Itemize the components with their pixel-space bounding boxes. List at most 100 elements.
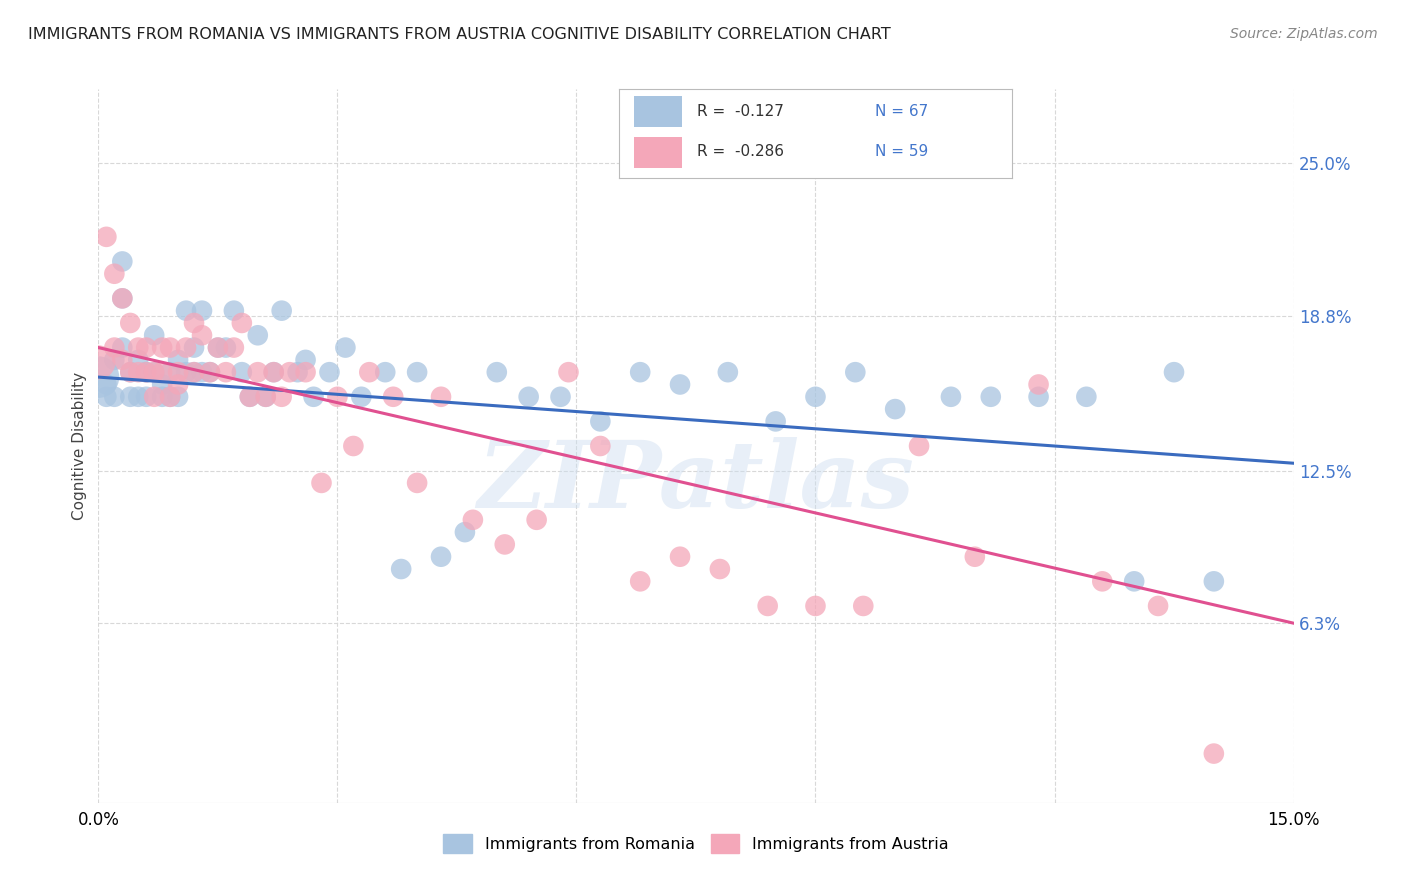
Point xyxy=(103,352,125,367)
Point xyxy=(135,390,157,404)
Point xyxy=(270,303,292,318)
Point xyxy=(342,439,364,453)
Point xyxy=(174,341,197,355)
Point xyxy=(311,475,333,490)
Point xyxy=(150,365,173,379)
Point xyxy=(884,402,907,417)
Point xyxy=(1123,574,1146,589)
Y-axis label: Cognitive Disability: Cognitive Disability xyxy=(72,372,87,520)
Point xyxy=(294,365,316,379)
Point xyxy=(852,599,875,613)
Point xyxy=(628,365,651,379)
Point xyxy=(359,365,381,379)
Point xyxy=(191,365,214,379)
Bar xyxy=(634,137,682,168)
Point xyxy=(207,341,229,355)
Point xyxy=(1202,574,1225,589)
Bar xyxy=(634,96,682,127)
Point xyxy=(87,370,110,384)
Point xyxy=(517,390,540,404)
Point xyxy=(1028,377,1050,392)
Point xyxy=(183,341,205,355)
Point xyxy=(111,352,134,367)
Point xyxy=(96,390,118,404)
Point xyxy=(526,513,548,527)
Point xyxy=(120,365,142,379)
Point xyxy=(198,365,221,379)
Point xyxy=(239,390,262,404)
Point xyxy=(406,365,429,379)
Point xyxy=(263,365,285,379)
Point xyxy=(231,365,253,379)
Point xyxy=(669,377,692,392)
Point xyxy=(167,365,190,379)
Point xyxy=(1202,747,1225,761)
Point xyxy=(127,352,149,367)
Point xyxy=(167,352,190,367)
Point xyxy=(804,390,827,404)
Point xyxy=(143,328,166,343)
Point xyxy=(804,599,827,613)
Point xyxy=(183,365,205,379)
Point xyxy=(143,365,166,379)
Point xyxy=(103,390,125,404)
Text: N = 67: N = 67 xyxy=(875,104,928,119)
Point xyxy=(87,355,110,369)
Point xyxy=(1163,365,1185,379)
Point xyxy=(135,365,157,379)
Point xyxy=(294,352,316,367)
Point xyxy=(326,390,349,404)
Point xyxy=(963,549,986,564)
Point xyxy=(270,390,292,404)
Point xyxy=(246,328,269,343)
Point xyxy=(135,365,157,379)
Point xyxy=(159,365,181,379)
Point xyxy=(461,513,484,527)
Point xyxy=(207,341,229,355)
Point xyxy=(183,365,205,379)
Point xyxy=(1091,574,1114,589)
Point xyxy=(191,328,214,343)
Point xyxy=(454,525,477,540)
Point xyxy=(222,341,245,355)
Point xyxy=(939,390,962,404)
Point xyxy=(709,562,731,576)
Point xyxy=(96,230,118,244)
Point xyxy=(120,316,142,330)
Point xyxy=(150,377,173,392)
Point xyxy=(557,365,579,379)
Point xyxy=(120,365,142,379)
Point xyxy=(278,365,301,379)
Point xyxy=(589,414,612,428)
Point xyxy=(717,365,740,379)
Point xyxy=(111,291,134,305)
Point xyxy=(550,390,572,404)
Point xyxy=(430,549,453,564)
Point xyxy=(589,439,612,453)
Point xyxy=(127,341,149,355)
Point xyxy=(382,390,405,404)
Point xyxy=(143,390,166,404)
Point xyxy=(135,341,157,355)
Point xyxy=(111,254,134,268)
Point xyxy=(1147,599,1170,613)
Point xyxy=(174,303,197,318)
Text: N = 59: N = 59 xyxy=(875,145,928,159)
Point xyxy=(111,291,134,305)
Point xyxy=(406,475,429,490)
Point xyxy=(350,390,373,404)
Point xyxy=(222,303,245,318)
Point xyxy=(765,414,787,428)
Point xyxy=(103,341,125,355)
Text: ZIPatlas: ZIPatlas xyxy=(478,437,914,526)
Point xyxy=(756,599,779,613)
Point xyxy=(254,390,277,404)
Point xyxy=(159,390,181,404)
Point xyxy=(150,341,173,355)
Text: R =  -0.286: R = -0.286 xyxy=(697,145,785,159)
Point xyxy=(215,365,238,379)
Point xyxy=(159,390,181,404)
Point xyxy=(302,390,325,404)
Point xyxy=(239,390,262,404)
Point xyxy=(389,562,412,576)
